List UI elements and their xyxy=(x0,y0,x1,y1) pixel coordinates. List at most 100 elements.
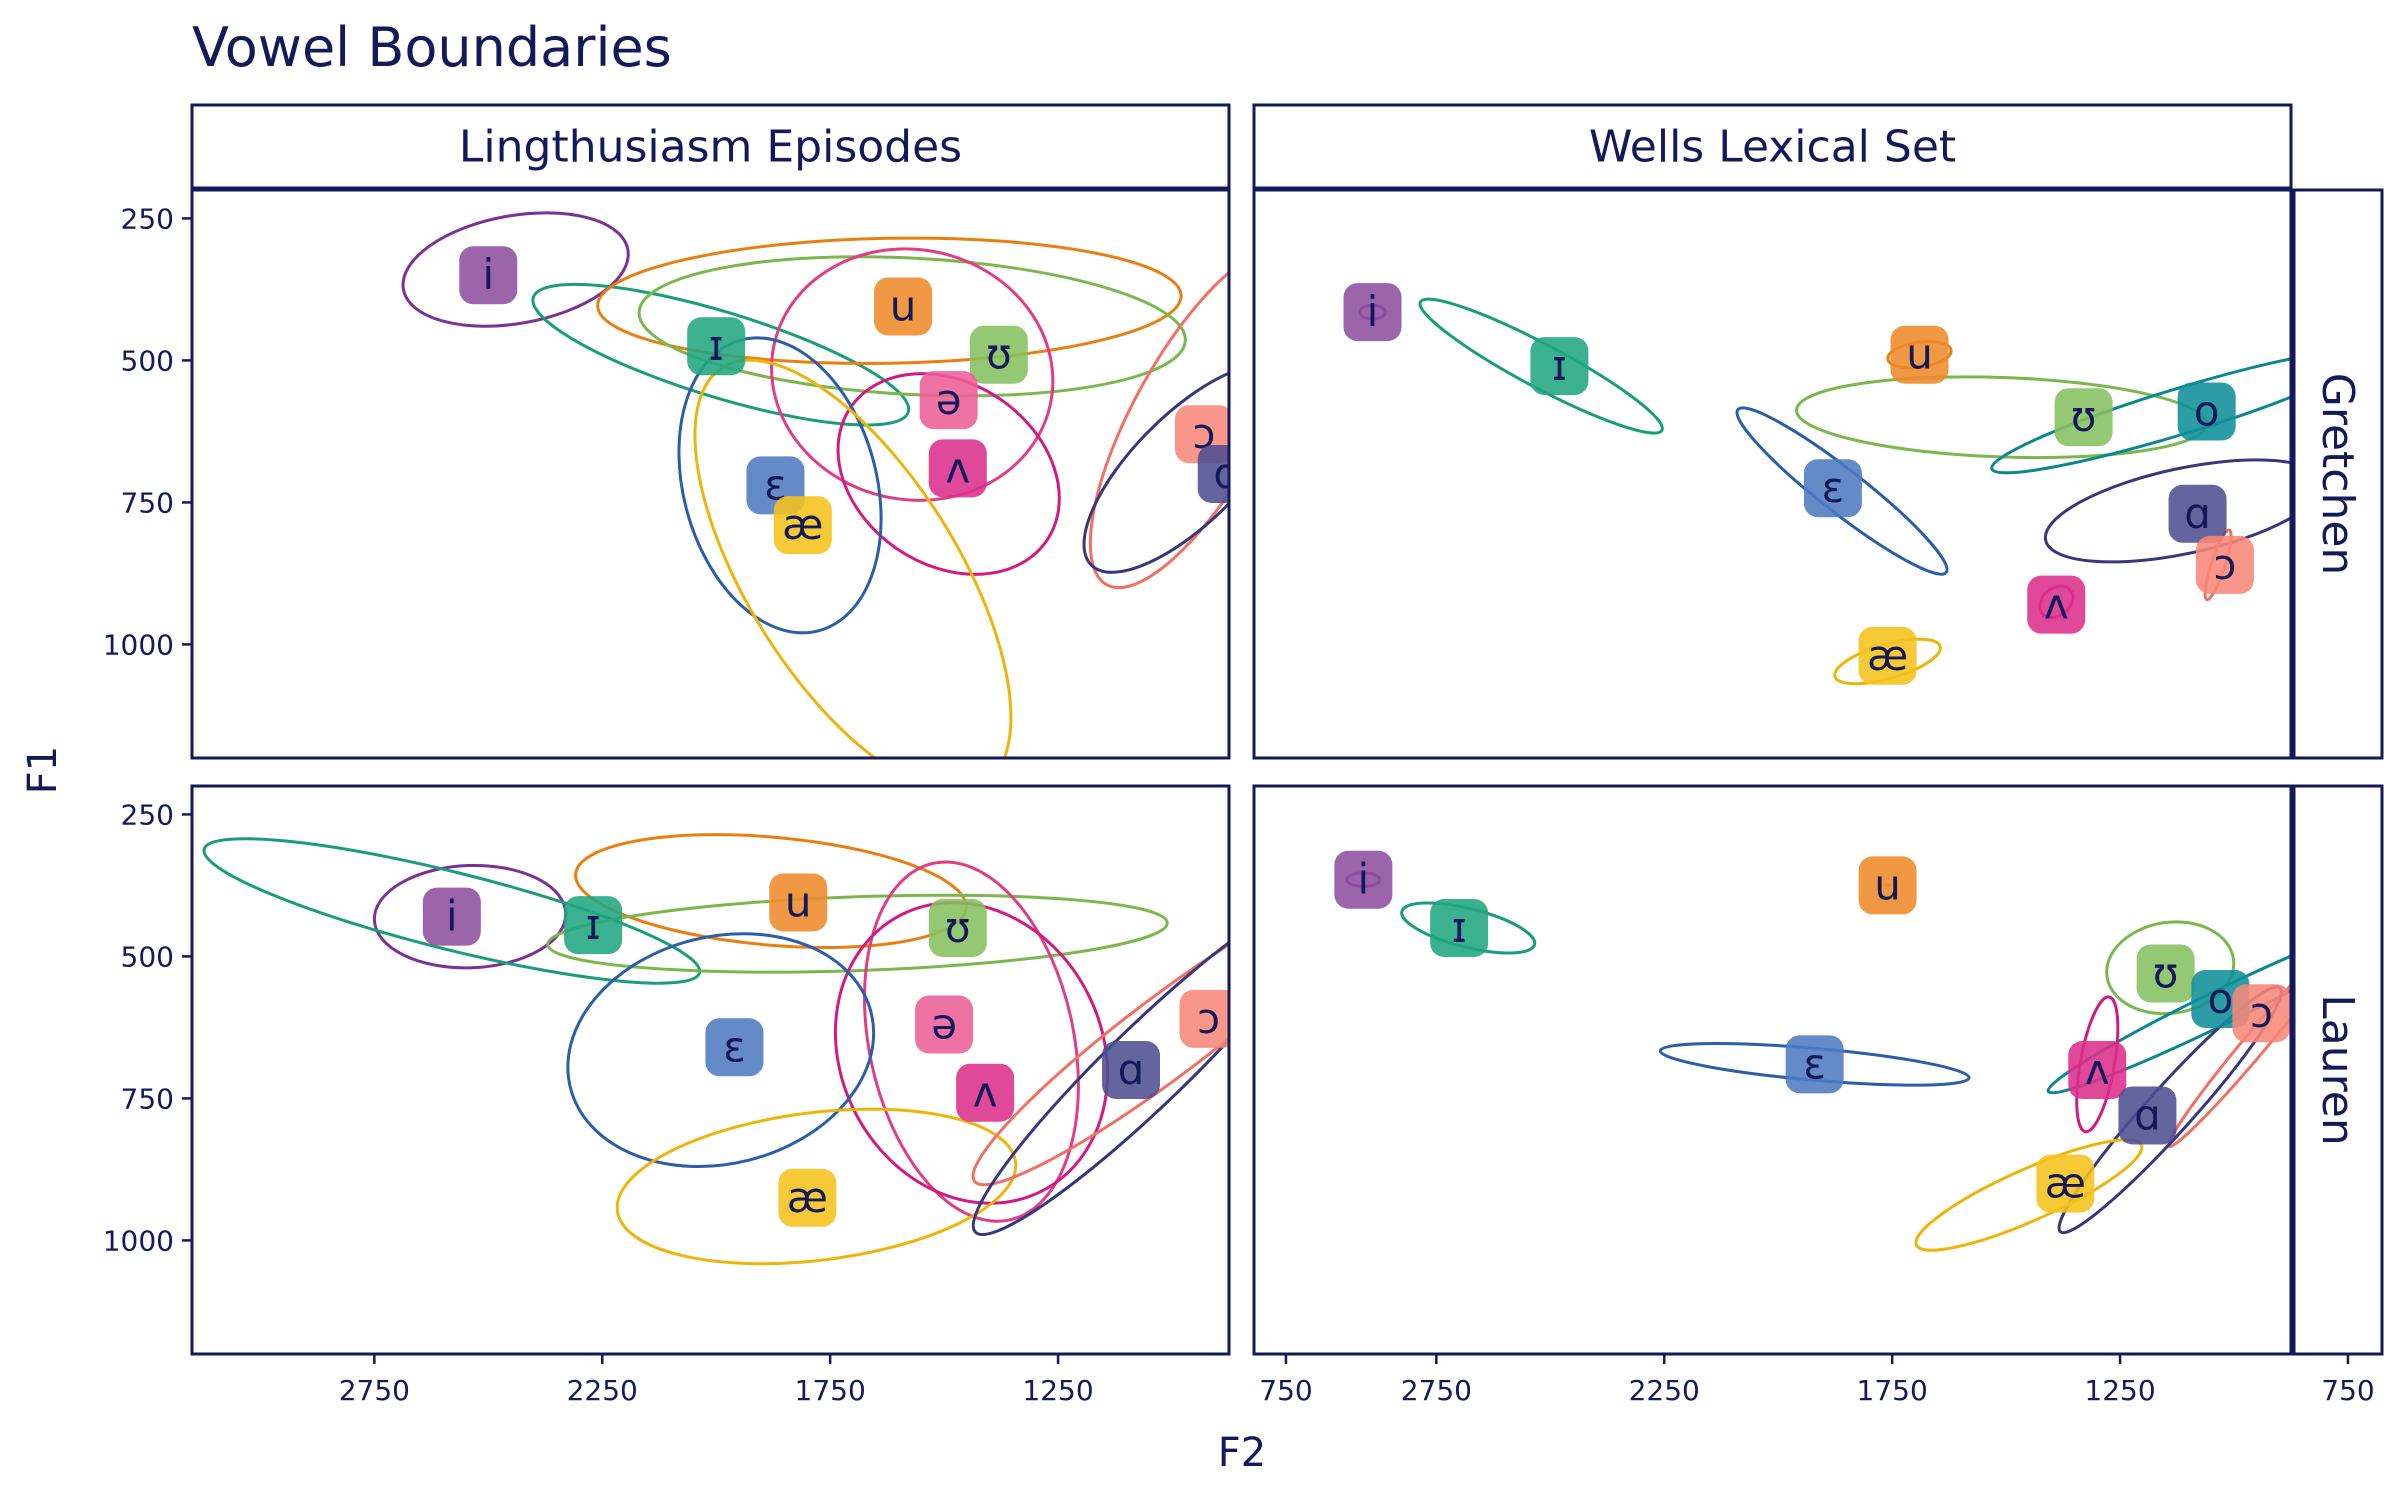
vowel-label: u xyxy=(1858,856,1917,915)
vowel-symbol: i xyxy=(482,250,494,299)
vowel-ellipse xyxy=(202,837,702,985)
vowel-label: ɑ xyxy=(1101,1041,1160,1099)
vowel-symbol: ɛ xyxy=(1822,463,1845,512)
panel-border xyxy=(1252,188,2293,760)
vowel-label-box xyxy=(874,277,933,336)
vowel-ellipse xyxy=(971,892,1229,1237)
panel: i ɪ u ʊ o ɛ ɑɔ ʌ æ xyxy=(1252,188,2293,760)
vowel-label-box xyxy=(564,896,623,955)
vowel-symbol: u xyxy=(1906,330,1933,379)
vowel-label: ɑ xyxy=(2118,1086,2177,1145)
vowel-symbol: i xyxy=(446,892,458,941)
vowel-label-box xyxy=(2168,484,2227,543)
x-tick-label: 2750 xyxy=(1401,1374,1472,1407)
panel-plot-area: i ɪ u ʊo ɔ ɛ ʌɑæ xyxy=(1334,850,2291,1252)
y-tick-label: 250 xyxy=(121,798,174,831)
vowel-label-box xyxy=(778,1168,837,1227)
x-tick-label: 750 xyxy=(1259,1374,1312,1407)
row-strip xyxy=(2292,188,2384,760)
vowel-label: ɪ xyxy=(687,317,746,376)
vowel-label: i xyxy=(422,887,481,946)
vowel-ellipse xyxy=(1795,375,2209,460)
vowel-label: ʊ xyxy=(928,899,987,957)
column-strip-label: Lingthusiasm Episodes xyxy=(459,122,962,173)
vowel-label-box xyxy=(1343,283,1402,342)
row-strip xyxy=(2292,784,2384,1356)
vowel-symbol: ɛ xyxy=(723,1022,746,1071)
panel-plot-area: i ɪ u ʊəʌ ɛ æ ɔɑ xyxy=(202,833,1229,1266)
vowel-symbol: i xyxy=(1358,855,1370,904)
vowel-symbol: ɪ xyxy=(585,900,601,949)
panel-border xyxy=(1252,784,2293,1356)
panel-border xyxy=(190,784,1231,1356)
vowel-label: ə xyxy=(919,371,978,430)
vowel-symbol: u xyxy=(785,877,812,926)
vowel-label: ɪ xyxy=(1530,337,1589,396)
vowel-label: u xyxy=(874,277,933,336)
vowel-label-box xyxy=(969,325,1028,384)
vowel-ellipse xyxy=(2043,458,2291,564)
vowel-label: ɪ xyxy=(564,896,623,955)
vowel-ellipse xyxy=(401,211,630,328)
vowel-ellipse xyxy=(971,885,1229,1187)
x-tick-label: 2750 xyxy=(339,1374,410,1407)
facet-grid: Lingthusiasm Episodes Wells Lexical Set Gr… xyxy=(103,103,2384,1407)
vowel-label: æ xyxy=(778,1168,837,1227)
vowel-label-box xyxy=(2177,382,2236,441)
vowel-label-box xyxy=(919,371,978,430)
vowel-ellipse xyxy=(1082,362,1229,574)
vowel-symbol: ɑ xyxy=(1213,449,1240,498)
panel: i ɪ u ʊo ɔ ɛ ʌɑæ xyxy=(1252,784,2293,1356)
vowel-label: o xyxy=(2177,382,2236,441)
vowel-symbol: æ xyxy=(787,1173,828,1222)
vowel-label-box xyxy=(2054,388,2113,447)
x-tick-label: 2250 xyxy=(567,1374,638,1407)
vowel-label-box xyxy=(769,873,828,932)
vowel-label-box xyxy=(2036,1154,2095,1213)
vowel-symbol: ʌ xyxy=(2044,580,2069,629)
vowel-symbol: ɛ xyxy=(764,460,787,509)
vowel-label: ɔ xyxy=(1179,989,1229,1048)
vowel-label-box xyxy=(1803,459,1862,518)
y-tick-label: 500 xyxy=(121,344,174,377)
vowel-ellipse xyxy=(2105,920,2236,1016)
vowel-label-box xyxy=(928,899,987,957)
vowel-label: ʌ xyxy=(2027,575,2086,634)
vowel-symbol: ə xyxy=(936,375,962,424)
vowel-symbol: ɔ xyxy=(2250,988,2273,1037)
vowel-ellipse xyxy=(596,236,1183,365)
vowel-label-box xyxy=(2195,535,2254,594)
vowel-label-box xyxy=(1334,850,1393,909)
y-tick-label: 1000 xyxy=(103,1224,174,1257)
vowel-label-box xyxy=(705,1018,764,1077)
vowel-label: ʌ xyxy=(956,1063,1015,1122)
vowel-ellipse xyxy=(863,860,1080,1223)
vowel-label: æ xyxy=(1858,626,1917,685)
vowel-label: ʊ xyxy=(2054,388,2113,447)
y-tick-label: 750 xyxy=(121,486,174,519)
vowel-label-box xyxy=(2118,1086,2177,1145)
vowel-symbol: o xyxy=(2194,387,2220,436)
vowel-label: ʊ xyxy=(2136,944,2195,1003)
x-tick-label: 1750 xyxy=(1857,1374,1928,1407)
vowel-label-box xyxy=(1785,1035,1844,1094)
vowel-label: æ xyxy=(773,496,832,555)
vowel-label: ə xyxy=(915,995,974,1054)
vowel-symbol: ɔ xyxy=(2213,540,2236,589)
vowel-symbol: æ xyxy=(1867,631,1908,680)
vowel-symbol: ɑ xyxy=(2184,489,2211,538)
x-tick-label: 1250 xyxy=(1022,1374,1093,1407)
vowel-symbol: ʌ xyxy=(2085,1045,2110,1094)
vowel-label: u xyxy=(769,873,828,932)
x-tick-label: 1250 xyxy=(2084,1374,2155,1407)
vowel-label: ɪ xyxy=(1430,899,1489,957)
vowel-label: i xyxy=(459,246,518,305)
vowel-symbol: ʊ xyxy=(986,330,1012,379)
vowel-label-box xyxy=(2232,984,2291,1043)
panel-border xyxy=(190,188,1231,760)
vowel-label-box xyxy=(422,887,481,946)
vowel-symbol: ə xyxy=(931,1000,957,1049)
vowel-label: i xyxy=(1334,850,1393,909)
y-tick-label: 1000 xyxy=(103,628,174,661)
